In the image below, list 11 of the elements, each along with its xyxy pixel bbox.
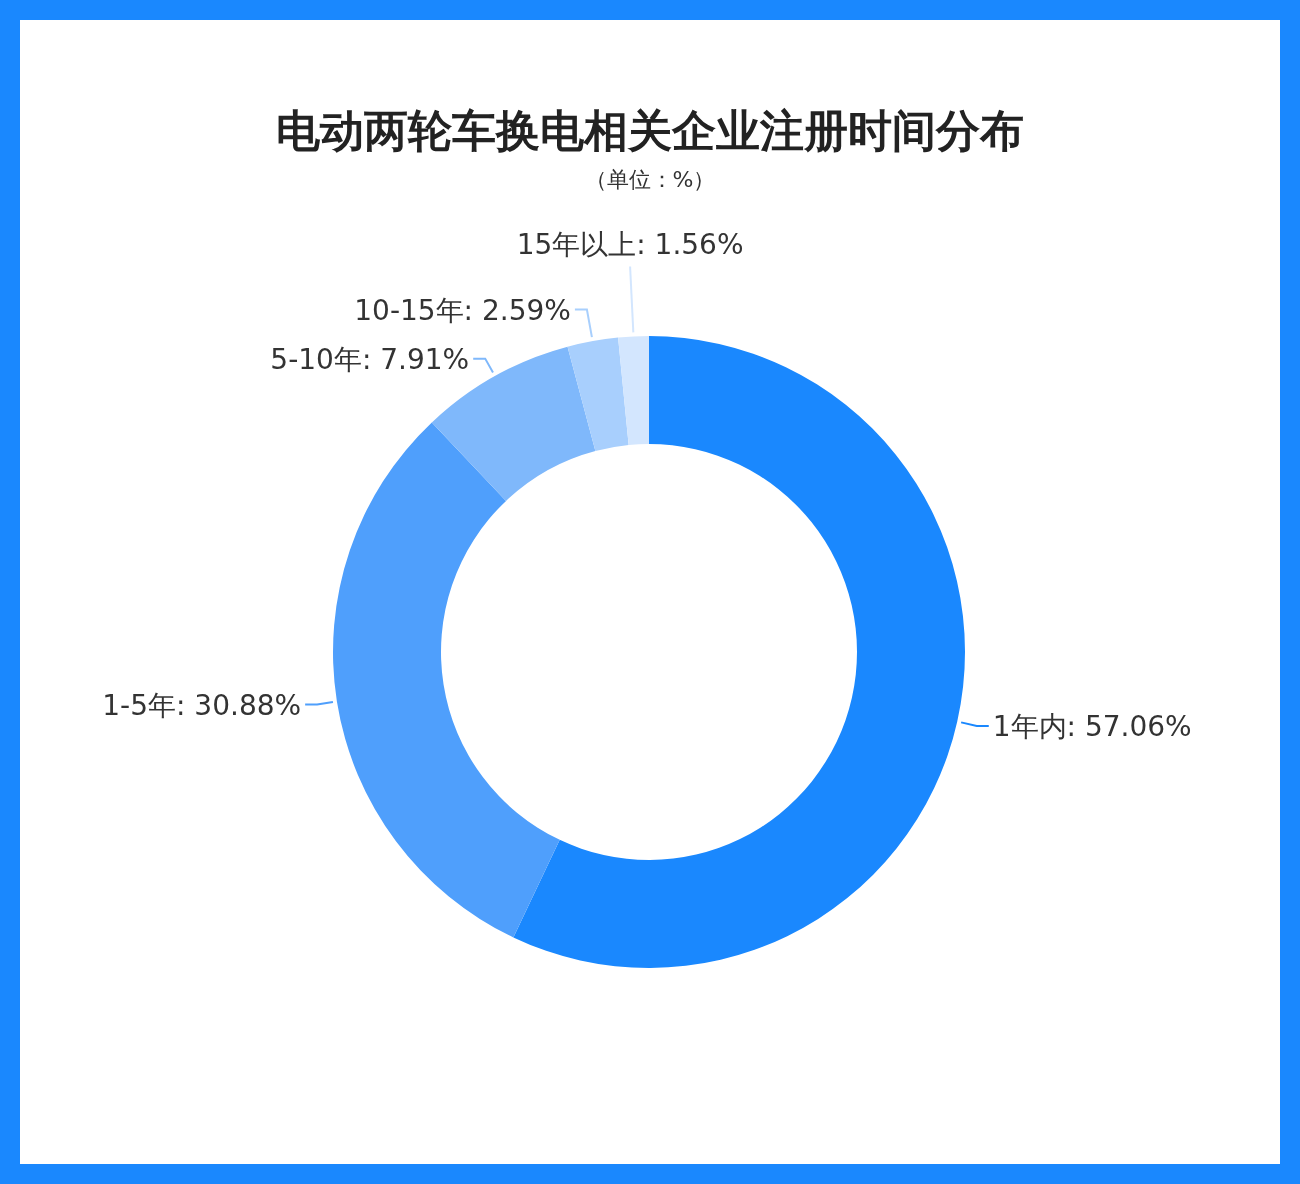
chart-subtitle: （单位：%） (583, 166, 717, 194)
slice-label: 10-15年: 2.59% (354, 293, 571, 327)
slice-label: 1-5年: 30.88% (102, 688, 302, 722)
slice-label: 1年内: 57.06% (992, 709, 1192, 743)
slice-label: 15年以上: 1.56% (516, 228, 744, 262)
donut-slice (567, 337, 629, 452)
slice-label: 5-10年: 7.91% (270, 342, 470, 376)
chart-title: 电动两轮车换电相关企业注册时间分布 (275, 104, 1025, 158)
donut-slice (333, 422, 560, 938)
donut-slice (513, 336, 965, 968)
donut-slice (618, 336, 649, 445)
